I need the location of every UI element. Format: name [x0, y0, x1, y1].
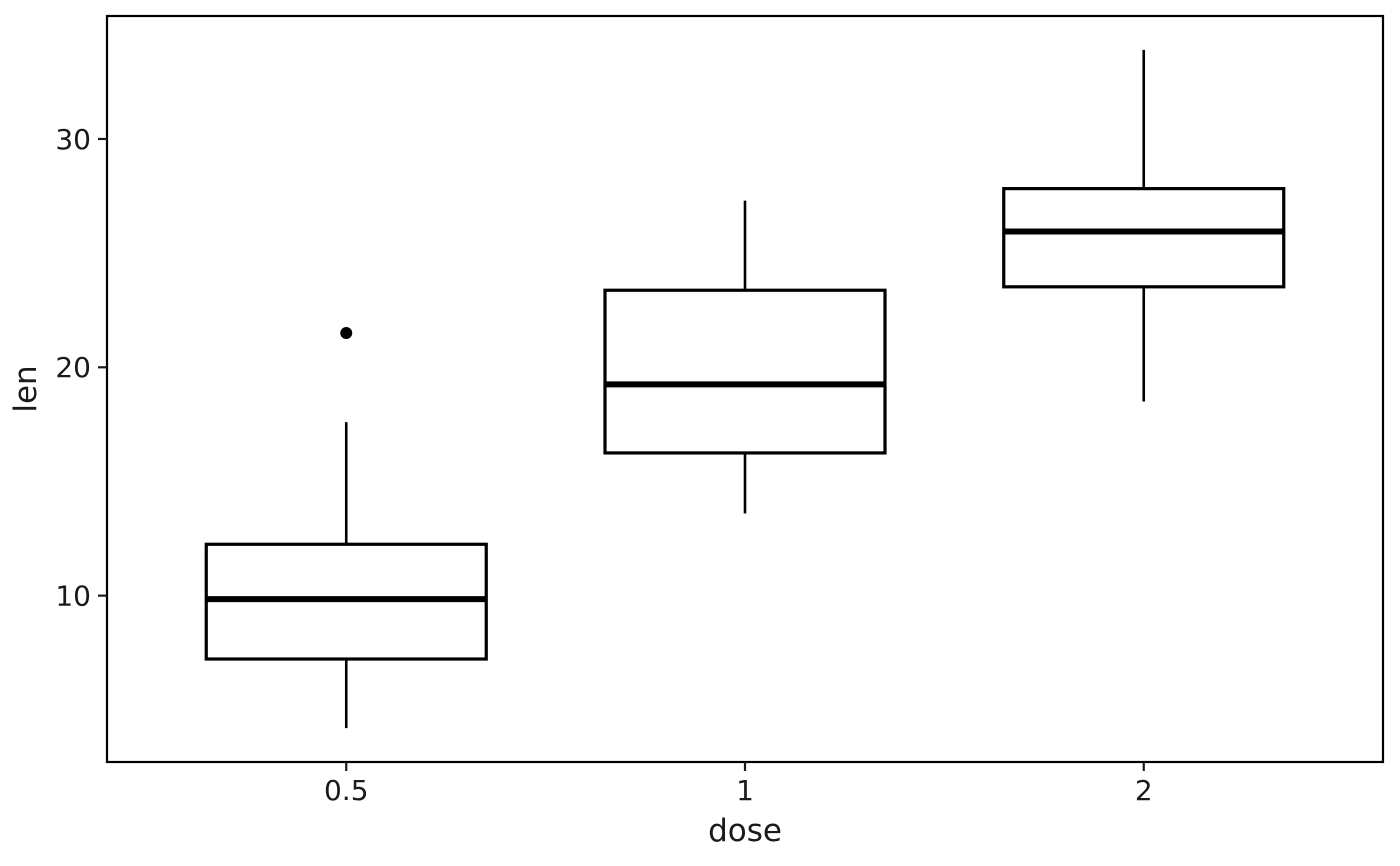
boxplot-group-dose-2: [1002, 49, 1286, 402]
x-axis-title: dose: [708, 813, 782, 849]
boxplot-group-dose-1: [603, 200, 887, 514]
x-tick-label-2: 2: [1135, 774, 1153, 807]
boxplot-marks: [204, 49, 1286, 729]
outlier-point: [340, 327, 353, 340]
y-axis-title: len: [8, 365, 44, 412]
axes: 10 20 30 0.5 1 2: [55, 123, 1152, 807]
y-tick-label-30: 30: [55, 123, 91, 156]
y-tick-label-20: 20: [55, 351, 91, 384]
box-iqr: [603, 288, 887, 455]
x-tick-label-1: 1: [736, 774, 754, 807]
x-tick-label-0.5: 0.5: [324, 774, 369, 807]
boxplot-group-dose-0.5: [204, 327, 488, 729]
y-tick-label-10: 10: [55, 579, 91, 612]
box-iqr: [1002, 187, 1286, 289]
